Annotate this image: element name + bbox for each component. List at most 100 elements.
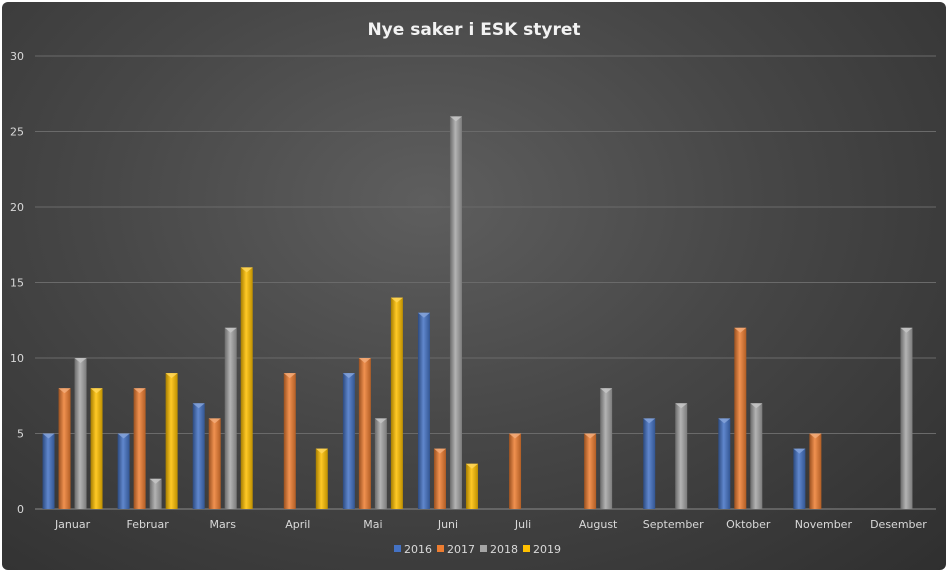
- bar-cap: [750, 403, 763, 409]
- bar-cap: [165, 373, 178, 379]
- bar-2018-januar: [74, 358, 87, 509]
- bar-cap: [809, 433, 822, 439]
- bar-2019-mars: [240, 267, 253, 509]
- x-tick-label: Desember: [870, 518, 927, 531]
- bar-2016-mars: [192, 403, 205, 509]
- x-tick-label: April: [285, 518, 310, 531]
- bar-cap: [465, 463, 478, 469]
- bar-2017-februar: [133, 388, 146, 509]
- bar-2018-august: [600, 388, 613, 509]
- x-tick-label: November: [795, 518, 853, 531]
- bar-cap: [793, 448, 806, 454]
- bar-cap: [192, 403, 205, 409]
- bar-2018-oktober: [750, 403, 763, 509]
- bar-cap: [117, 433, 130, 439]
- bar-2018-mars: [224, 327, 237, 509]
- bar-cap: [600, 388, 613, 394]
- bar-cap: [315, 448, 328, 454]
- bar-2018-mai: [374, 418, 387, 509]
- y-tick-label: 20: [10, 201, 24, 214]
- bar-cap: [900, 327, 913, 333]
- legend: 2016 2017 2018 2019: [394, 543, 561, 556]
- legend-label: 2017: [447, 543, 475, 556]
- legend-swatch: [437, 545, 444, 552]
- x-tick-label: Juli: [514, 518, 531, 531]
- bar-2018-september: [675, 403, 688, 509]
- x-axis: Januar Februar Mars April Mai Juni Juli August S…: [54, 518, 927, 531]
- bar-cap: [42, 433, 55, 439]
- bar-2018-februar: [149, 478, 162, 509]
- bar-2017-oktober: [734, 327, 747, 509]
- bar-cap: [643, 418, 656, 424]
- bar-cap: [449, 116, 462, 122]
- x-tick-label: Februar: [127, 518, 170, 531]
- bar-2016-september: [643, 418, 656, 509]
- y-tick-label: 25: [10, 126, 24, 139]
- bar-cap: [240, 267, 253, 273]
- bar-cap: [208, 418, 221, 424]
- bar-2017-august: [584, 433, 597, 509]
- bar-cap: [433, 448, 446, 454]
- bar-cap: [342, 373, 355, 379]
- bar-cap: [390, 297, 403, 303]
- bar-2016-mai: [342, 373, 355, 509]
- y-tick-label: 0: [17, 503, 24, 516]
- x-tick-label: Oktober: [726, 518, 771, 531]
- legend-label: 2016: [404, 543, 432, 556]
- y-tick-label: 5: [17, 428, 24, 441]
- bar-cap: [283, 373, 296, 379]
- bar-2016-juni: [417, 312, 430, 509]
- legend-swatch: [394, 545, 401, 552]
- legend-swatch: [480, 545, 487, 552]
- bar-cap: [584, 433, 597, 439]
- legend-label: 2018: [490, 543, 518, 556]
- legend-label: 2019: [533, 543, 561, 556]
- bar-2017-november: [809, 433, 822, 509]
- bar-2017-juli: [509, 433, 522, 509]
- bar-cap: [90, 388, 103, 394]
- bar-2017-juni: [433, 448, 446, 509]
- bar-2019-mai: [390, 297, 403, 509]
- bar-2019-juni: [465, 463, 478, 509]
- x-tick-label: Januar: [54, 518, 91, 531]
- bar-cap: [74, 358, 87, 363]
- x-tick-label: September: [643, 518, 704, 531]
- gridlines: [35, 55, 936, 510]
- bar-cap: [149, 478, 162, 484]
- bar-2016-oktober: [718, 418, 731, 509]
- bar-2017-januar: [58, 388, 71, 509]
- bar-2017-mai: [358, 358, 371, 509]
- bar-2019-april: [315, 448, 328, 509]
- bar-2019-februar: [165, 373, 178, 509]
- y-axis: 0 5 10 15 20 25 30: [10, 50, 24, 516]
- chart-title: Nye saker i ESK styret: [367, 20, 580, 40]
- bar-2017-april: [283, 373, 296, 509]
- bar-cap: [374, 418, 387, 424]
- bar-2016-januar: [42, 433, 55, 509]
- bar-cap: [509, 433, 522, 439]
- bar-cap: [718, 418, 731, 424]
- bar-cap: [58, 388, 71, 394]
- bar-cap: [133, 388, 146, 394]
- y-tick-label: 10: [10, 352, 24, 365]
- bar-2017-mars: [208, 418, 221, 509]
- x-tick-label: Mai: [363, 518, 382, 531]
- bars: [42, 116, 913, 510]
- bar-cap: [734, 327, 747, 333]
- y-tick-label: 30: [10, 50, 24, 63]
- bar-cap: [417, 312, 430, 318]
- x-tick-label: August: [579, 518, 618, 531]
- bar-cap: [224, 327, 237, 333]
- y-tick-label: 15: [10, 277, 24, 290]
- x-tick-label: Mars: [209, 518, 236, 531]
- legend-swatch: [523, 545, 530, 552]
- bar-2018-desember: [900, 327, 913, 509]
- x-tick-label: Juni: [437, 518, 458, 531]
- bar-cap: [675, 403, 688, 409]
- bar-2019-januar: [90, 388, 103, 509]
- bar-2016-februar: [117, 433, 130, 509]
- bar-2016-november: [793, 448, 806, 509]
- bar-2018-juni: [449, 116, 462, 510]
